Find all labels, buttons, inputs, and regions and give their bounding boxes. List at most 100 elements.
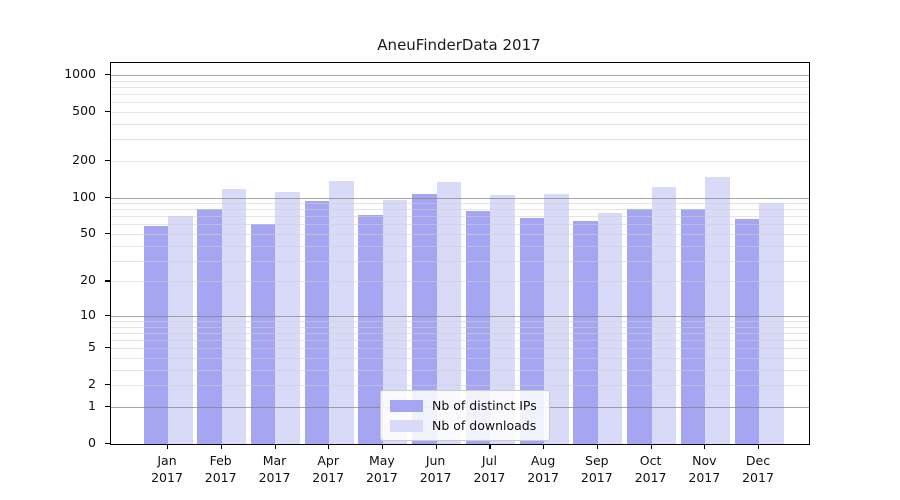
bar-downloads-jan (168, 216, 193, 444)
x-tick-year: 2017 (688, 470, 721, 485)
y-axis-tick-label: 1000 (64, 65, 96, 81)
y-axis-tick (105, 233, 110, 235)
x-tick-month: Apr (317, 453, 339, 468)
bar-distinct-ips-dec (734, 218, 760, 444)
legend-label-downloads: Nb of downloads (432, 418, 537, 433)
x-axis-tick-label: Aug 2017 (511, 452, 575, 486)
x-tick-month: Jun (425, 453, 446, 468)
x-tick-year: 2017 (365, 470, 398, 485)
y-axis-tick (105, 443, 110, 445)
gridline-minor (111, 139, 809, 141)
gridline-minor (111, 224, 809, 226)
y-axis-tick (105, 314, 110, 317)
bar-downloads-oct (651, 186, 677, 444)
gridline-minor (111, 123, 809, 125)
bar-downloads-dec (759, 202, 784, 444)
x-axis-tick-label: Apr 2017 (296, 452, 360, 486)
legend-item-downloads: Nb of downloads (390, 418, 537, 433)
x-tick-month: Dec (745, 453, 771, 468)
x-axis-tick-label: Jan 2017 (135, 452, 199, 486)
x-axis-tick-label: Jul 2017 (457, 452, 521, 486)
gridline-minor (111, 86, 809, 88)
x-tick-month: Sep (585, 453, 609, 468)
bar-downloads-sep (597, 213, 623, 444)
y-axis-tick-label: 500 (72, 102, 96, 118)
gridline-minor (111, 358, 809, 359)
x-axis-tick (543, 444, 545, 449)
x-tick-year: 2017 (151, 470, 183, 485)
gridline-minor (111, 281, 809, 283)
x-tick-year: 2017 (419, 470, 452, 485)
y-axis-tick-label: 20 (80, 272, 96, 288)
y-axis-tick-label: 2 (88, 376, 96, 392)
x-tick-month: Nov (692, 453, 717, 468)
gridline-minor (111, 332, 809, 334)
gridline-minor (111, 369, 809, 371)
gridline-minor (111, 340, 809, 342)
y-axis-tick-label: 10 (80, 306, 96, 322)
x-tick-month: Aug (530, 453, 556, 468)
gridline-minor (111, 80, 809, 82)
y-axis-tick-label: 0 (88, 435, 96, 450)
x-axis-tick-label: Nov 2017 (672, 452, 736, 486)
x-axis-tick-label: Sep 2017 (565, 452, 629, 486)
chart-title: AneuFinderData 2017 (377, 36, 541, 54)
bar-distinct-ips-may (358, 214, 383, 444)
x-tick-month: Mar (262, 453, 287, 468)
gridline-minor (111, 102, 809, 104)
legend-item-distinct-ips: Nb of distinct IPs (390, 398, 537, 413)
x-tick-year: 2017 (634, 470, 667, 485)
bar-distinct-ips-sep (573, 221, 598, 444)
gridline-minor (111, 111, 809, 113)
legend-swatch-distinct-ips (390, 399, 423, 412)
x-tick-month: Jan (157, 453, 177, 468)
legend-label-distinct-ips: Nb of distinct IPs (432, 398, 537, 413)
gridline-minor (111, 348, 809, 350)
y-axis-tick (105, 73, 110, 76)
x-axis-tick-label: Jun 2017 (404, 452, 468, 486)
gridline-major (111, 315, 809, 317)
x-tick-month: May (368, 453, 395, 468)
x-axis-tick-label: Oct 2017 (619, 452, 683, 486)
x-axis-tick (758, 444, 760, 449)
x-tick-year: 2017 (258, 470, 291, 485)
y-axis-tick (105, 347, 110, 349)
gridline-minor (111, 203, 809, 204)
x-axis-tick-label: Mar 2017 (243, 452, 307, 486)
gridline-minor (111, 260, 809, 262)
y-axis-tick-label: 50 (80, 225, 96, 240)
x-axis-tick (274, 444, 276, 449)
x-axis-tick (381, 444, 384, 449)
x-tick-year: 2017 (473, 470, 506, 485)
gridline-minor (111, 385, 809, 387)
x-tick-year: 2017 (312, 470, 345, 485)
plot-area (110, 62, 810, 445)
x-axis-tick (220, 444, 222, 449)
bar-downloads-apr (329, 180, 354, 444)
x-axis-tick (650, 444, 652, 449)
x-tick-month: Oct (639, 453, 662, 468)
x-axis-tick (704, 444, 706, 449)
x-axis-tick-label: May 2017 (350, 452, 414, 486)
y-axis-tick-label: 5 (88, 339, 96, 355)
y-axis-tick (105, 406, 110, 408)
gridline-minor (111, 234, 809, 235)
x-axis-tick (328, 444, 330, 449)
legend-swatch-downloads (390, 419, 423, 432)
gridline-minor (111, 321, 809, 322)
x-axis-tick (435, 444, 437, 449)
gridline-minor (111, 216, 809, 218)
x-tick-year: 2017 (742, 470, 774, 485)
y-axis-tick-label: 1 (88, 398, 96, 413)
x-axis-tick (596, 444, 598, 449)
bar-downloads-nov (705, 176, 730, 444)
legend: Nb of distinct IPs Nb of downloads (380, 390, 550, 441)
x-tick-month: Jul (481, 453, 497, 468)
x-tick-year: 2017 (580, 470, 613, 485)
x-axis-tick (167, 444, 169, 449)
y-axis-tick (105, 110, 110, 113)
y-axis-tick-label: 100 (72, 188, 96, 204)
y-axis-tick (105, 196, 110, 198)
gridline-major (111, 197, 809, 199)
